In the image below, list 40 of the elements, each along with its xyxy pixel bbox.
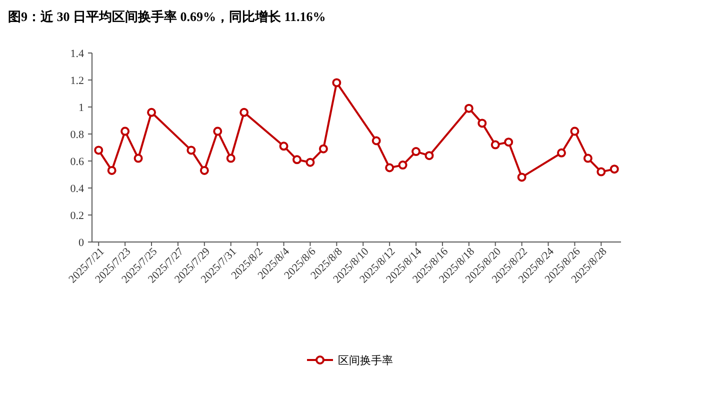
point <box>464 104 474 113</box>
point <box>120 126 130 136</box>
point <box>332 78 342 88</box>
point <box>610 164 619 174</box>
y-tick-label: 1 <box>78 102 84 114</box>
point <box>385 163 394 172</box>
point <box>424 151 434 160</box>
point <box>186 146 196 155</box>
point <box>94 146 104 155</box>
point <box>213 126 222 136</box>
point <box>570 126 580 136</box>
point <box>134 154 143 163</box>
point <box>478 118 487 128</box>
point <box>583 154 592 163</box>
point <box>517 172 526 182</box>
point <box>412 147 421 156</box>
point <box>200 166 209 175</box>
point <box>240 108 249 117</box>
chart-title: 图9：近 30 日平均区间换手率 0.69%，同比增长 11.16% <box>8 9 326 24</box>
y-tick-label: 0.2 <box>70 210 84 222</box>
point <box>306 158 315 167</box>
y-tick-label: 0.8 <box>70 129 84 141</box>
point <box>372 136 381 146</box>
point <box>556 148 566 158</box>
point <box>147 108 156 117</box>
y-tick-label: 1.2 <box>70 75 84 87</box>
point <box>596 167 606 176</box>
point <box>504 138 514 147</box>
y-tick-label: 0.6 <box>70 156 84 168</box>
legend-label: 区间换手率 <box>338 354 393 367</box>
point <box>292 155 302 164</box>
y-tick-label: 1.4 <box>70 48 84 60</box>
point <box>226 154 236 163</box>
point <box>318 144 328 154</box>
point <box>107 166 116 175</box>
point <box>490 140 500 150</box>
y-tick-label: 0.4 <box>70 183 84 195</box>
y-tick-label: 0 <box>78 237 84 249</box>
point <box>279 142 288 151</box>
point <box>398 160 408 170</box>
